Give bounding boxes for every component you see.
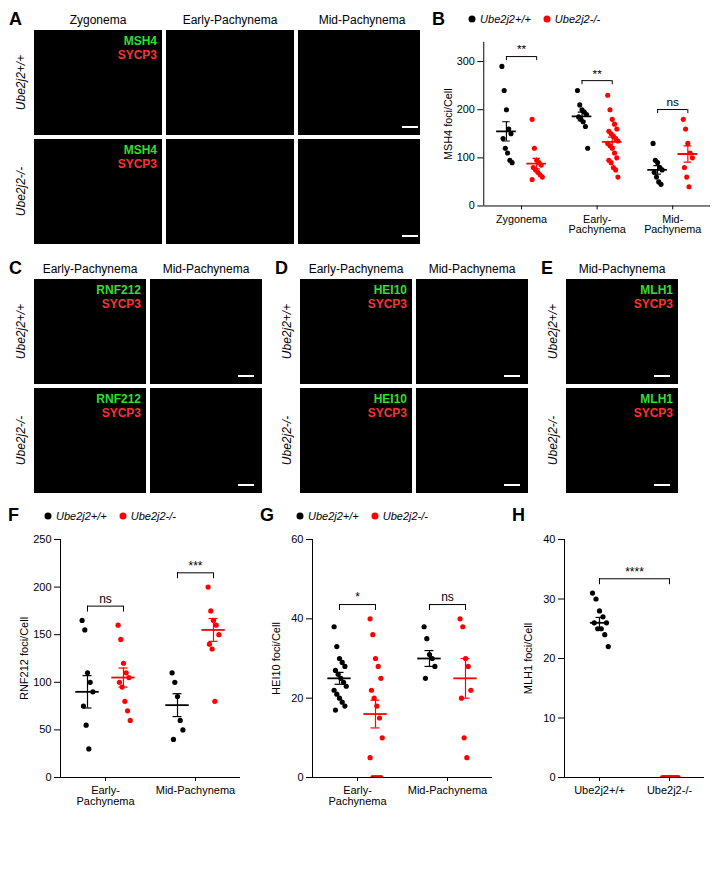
svg-text:100: 100 [33, 676, 51, 688]
svg-text:60: 60 [291, 533, 303, 545]
svg-text:Early-Pachynema: Early-Pachynema [43, 262, 138, 276]
svg-text:MSH4: MSH4 [124, 143, 158, 157]
svg-text:*: * [355, 590, 360, 604]
svg-text:150: 150 [33, 628, 51, 640]
svg-text:SYCP3: SYCP3 [368, 297, 408, 311]
svg-text:SYCP3: SYCP3 [368, 406, 408, 420]
html-text:Ube2j2-/-: Ube2j2-/- [382, 509, 428, 522]
svg-text:Ube2j2-/-: Ube2j2-/- [546, 416, 560, 465]
svg-text:Zygonema: Zygonema [70, 13, 127, 27]
svg-text:100: 100 [457, 151, 475, 163]
svg-text:RNF212: RNF212 [96, 283, 141, 297]
svg-text:Mid-Pachynema: Mid-Pachynema [163, 262, 250, 276]
svg-text:Ube2j2+/+: Ube2j2+/+ [14, 304, 28, 359]
html-text:Ube2j2-/-: Ube2j2-/- [554, 13, 601, 25]
svg-text:Mid-Pachynema: Mid-Pachynema [644, 213, 702, 236]
svg-text:SYCP3: SYCP3 [102, 406, 142, 420]
svg-text:SYCP3: SYCP3 [634, 406, 674, 420]
svg-text:HEI10: HEI10 [374, 392, 408, 406]
svg-text:***: *** [188, 559, 202, 573]
svg-text:**: ** [517, 42, 527, 56]
svg-text:SYCP3: SYCP3 [118, 48, 158, 62]
svg-text:0: 0 [549, 771, 555, 783]
svg-text:0: 0 [297, 771, 303, 783]
html-text:F: F [8, 505, 19, 526]
svg-text:ns: ns [99, 592, 112, 606]
svg-text:Mid-Pachynema: Mid-Pachynema [319, 13, 406, 27]
svg-text:30: 30 [543, 592, 555, 604]
svg-text:Early-Pachynema: Early-Pachynema [328, 784, 387, 807]
svg-text:MSH4: MSH4 [124, 34, 158, 48]
svg-text:MLH1: MLH1 [640, 283, 673, 297]
svg-text:HEI10 foci/Cell: HEI10 foci/Cell [270, 622, 282, 695]
svg-text:E: E [541, 258, 553, 278]
svg-text:Mid-Pachynema: Mid-Pachynema [579, 262, 666, 276]
svg-text:RNF212: RNF212 [96, 392, 141, 406]
svg-text:Mid-Pachynema: Mid-Pachynema [156, 784, 236, 796]
svg-text:20: 20 [291, 692, 303, 704]
svg-text:20: 20 [543, 652, 555, 664]
svg-text:Ube2j2-/-: Ube2j2-/- [647, 784, 693, 796]
svg-text:200: 200 [457, 103, 475, 115]
svg-text:Early-Pachynema: Early-Pachynema [76, 784, 135, 807]
svg-text:Early-Pachynema: Early-Pachynema [569, 213, 627, 236]
svg-text:Early-Pachynema: Early-Pachynema [309, 262, 404, 276]
svg-text:HEI10: HEI10 [374, 283, 408, 297]
svg-text:50: 50 [39, 723, 51, 735]
svg-text:A: A [9, 9, 22, 29]
svg-text:40: 40 [291, 612, 303, 624]
svg-text:SYCP3: SYCP3 [102, 297, 142, 311]
html-text:Ube2j2+/+: Ube2j2+/+ [308, 509, 359, 522]
html-text:B: B [432, 8, 446, 29]
svg-text:300: 300 [457, 55, 475, 67]
svg-text:D: D [275, 258, 288, 278]
svg-text:Early-Pachynema: Early-Pachynema [183, 13, 278, 27]
svg-text:**: ** [593, 67, 603, 81]
svg-text:Ube2j2-/-: Ube2j2-/- [14, 416, 28, 465]
svg-text:Ube2j2-/-: Ube2j2-/- [14, 167, 28, 216]
svg-text:Ube2j2+/+: Ube2j2+/+ [280, 304, 294, 359]
svg-text:MLH1 foci/Cell: MLH1 foci/Cell [522, 623, 534, 695]
html-text:Ube2j2-/-: Ube2j2-/- [130, 509, 176, 522]
svg-text:C: C [9, 258, 22, 278]
svg-text:SYCP3: SYCP3 [634, 297, 674, 311]
html-text:G: G [260, 505, 274, 526]
svg-text:Mid-Pachynema: Mid-Pachynema [408, 784, 488, 796]
svg-text:MSH4 foci/Cell: MSH4 foci/Cell [442, 88, 454, 160]
svg-text:****: **** [625, 565, 644, 579]
svg-text:40: 40 [543, 533, 555, 545]
svg-text:Zygonema: Zygonema [496, 213, 548, 225]
svg-text:Ube2j2+/+: Ube2j2+/+ [14, 55, 28, 110]
html-text:H: H [512, 505, 525, 526]
html-text:Ube2j2+/+: Ube2j2+/+ [480, 13, 531, 25]
svg-text:ns: ns [441, 590, 454, 604]
svg-text:250: 250 [33, 533, 51, 545]
svg-text:200: 200 [33, 581, 51, 593]
svg-text:Ube2j2-/-: Ube2j2-/- [280, 416, 294, 465]
svg-text:0: 0 [45, 771, 51, 783]
svg-text:Ube2j2+/+: Ube2j2+/+ [574, 784, 625, 796]
svg-text:Mid-Pachynema: Mid-Pachynema [429, 262, 516, 276]
html-text:Ube2j2+/+: Ube2j2+/+ [56, 509, 107, 522]
svg-text:ns: ns [667, 95, 680, 109]
svg-text:0: 0 [469, 199, 475, 211]
svg-text:RNF212 foci/Cell: RNF212 foci/Cell [18, 617, 30, 700]
svg-text:SYCP3: SYCP3 [118, 157, 158, 171]
svg-text:10: 10 [543, 711, 555, 723]
svg-text:MLH1: MLH1 [640, 392, 673, 406]
svg-text:Ube2j2+/+: Ube2j2+/+ [546, 304, 560, 359]
